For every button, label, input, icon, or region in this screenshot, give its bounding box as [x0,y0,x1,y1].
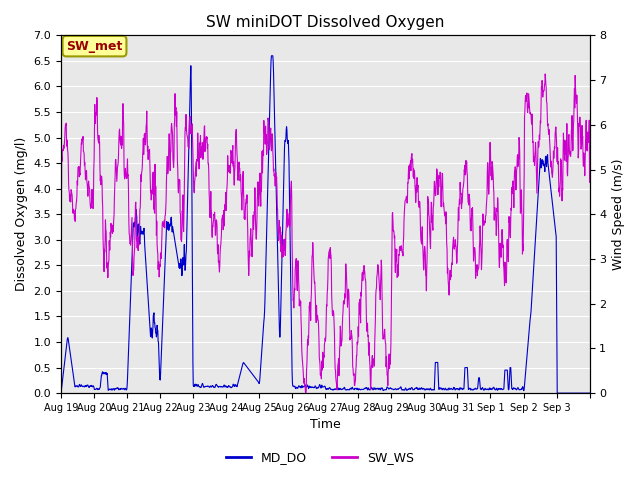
SW_WS [580,163,588,169]
X-axis label: Time: Time [310,419,340,432]
SW_WS [301,390,309,396]
Y-axis label: Dissolved Oxygen (mg/l): Dissolved Oxygen (mg/l) [15,137,28,291]
MD_DO [527,302,535,308]
SW_WS [541,71,549,77]
MD_DO [301,383,309,389]
Line: SW_WS: SW_WS [61,74,589,393]
MD_DO [554,390,561,396]
SW_WS [301,384,309,390]
Y-axis label: Wind Speed (m/s): Wind Speed (m/s) [612,158,625,270]
MD_DO [140,228,147,234]
MD_DO [312,384,319,389]
SW_WS [57,277,65,283]
Legend: MD_DO, SW_WS: MD_DO, SW_WS [221,446,419,469]
MD_DO [450,384,458,390]
Title: SW miniDOT Dissolved Oxygen: SW miniDOT Dissolved Oxygen [206,15,445,30]
SW_WS [527,120,535,125]
MD_DO [57,389,65,395]
MD_DO [586,390,593,396]
Line: MD_DO: MD_DO [61,56,589,393]
SW_WS [586,180,593,185]
SW_WS [312,300,319,306]
SW_WS [450,244,458,250]
MD_DO [580,390,588,396]
Text: SW_met: SW_met [67,40,123,53]
MD_DO [268,53,275,59]
SW_WS [140,152,147,157]
